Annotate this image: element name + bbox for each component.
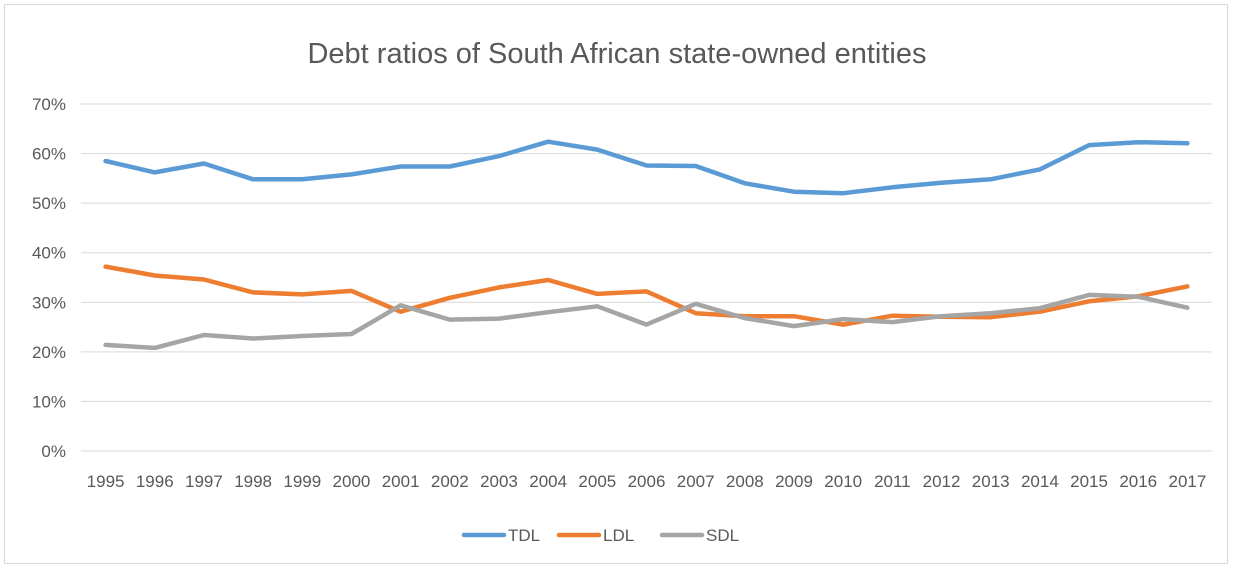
series-line-tdl	[103, 139, 1190, 196]
legend: TDL LDL SDL	[461, 526, 739, 545]
chart-title: Debt ratios of South African state-owned…	[307, 38, 926, 70]
x-tick-label: 1996	[136, 472, 174, 491]
x-tick-label: 2015	[1070, 472, 1108, 491]
x-tick-label: 2012	[923, 472, 961, 491]
x-tick-label: 2005	[578, 472, 616, 491]
x-tick-label: 2002	[431, 472, 469, 491]
x-tick-label: 2017	[1168, 472, 1206, 491]
x-tick-label: 2004	[529, 472, 567, 491]
series-lines	[103, 139, 1190, 351]
x-tick-label: 2013	[972, 472, 1010, 491]
gridlines	[81, 103, 1212, 452]
x-tick-label: 2010	[824, 472, 862, 491]
x-tick-label: 1999	[283, 472, 321, 491]
x-tick-label: 2011	[874, 472, 911, 491]
legend-label-ldl: LDL	[603, 526, 634, 545]
series-line-ldl	[103, 264, 1190, 327]
x-tick-label: 2014	[1021, 472, 1059, 491]
y-tick-label: 40%	[32, 244, 66, 263]
y-tick-label: 20%	[32, 343, 66, 362]
x-tick-label: 2016	[1119, 472, 1157, 491]
x-tick-label: 1997	[185, 472, 223, 491]
series-line-sdl	[103, 292, 1190, 351]
x-tick-label: 2003	[480, 472, 518, 491]
y-tick-label: 60%	[32, 145, 66, 164]
x-tick-label: 2001	[382, 472, 420, 491]
x-tick-label: 2006	[628, 472, 666, 491]
x-tick-label: 1998	[234, 472, 272, 491]
y-axis-ticks: 0% 10% 20% 30% 40% 50% 60% 70%	[32, 95, 66, 461]
chart-frame	[4, 4, 1228, 564]
x-tick-label: 2007	[677, 472, 715, 491]
legend-label-sdl: SDL	[706, 526, 739, 545]
y-tick-label: 30%	[32, 293, 66, 312]
y-tick-label: 0%	[41, 442, 66, 461]
y-tick-label: 10%	[32, 392, 66, 411]
x-tick-label: 2000	[333, 472, 371, 491]
x-tick-label: 2008	[726, 472, 764, 491]
x-tick-label: 1995	[87, 472, 125, 491]
x-tick-label: 2009	[775, 472, 813, 491]
y-tick-label: 50%	[32, 194, 66, 213]
legend-label-tdl: TDL	[508, 526, 540, 545]
y-tick-label: 70%	[32, 95, 66, 114]
x-axis-ticks: 1995 1996 1997 1998 1999 2000 2001 2002 2003 2004…	[87, 472, 1207, 491]
